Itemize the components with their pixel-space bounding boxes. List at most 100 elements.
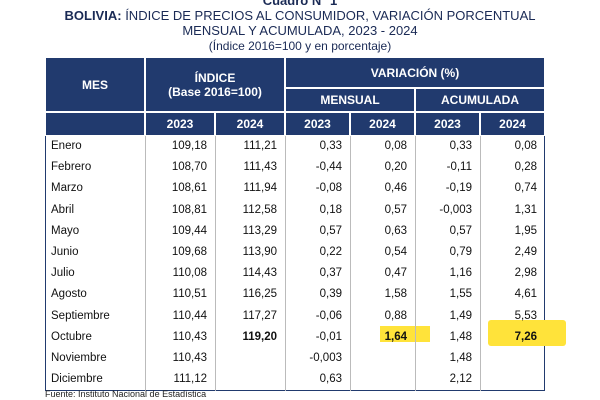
cell-value: 1,49 xyxy=(449,309,472,322)
cell-value: 119,20 xyxy=(242,330,277,343)
cell-month: Octubre xyxy=(51,330,92,343)
cell-value: 4,61 xyxy=(514,288,537,301)
header-indice: ÍNDICE (Base 2016=100) xyxy=(145,57,285,112)
cell-value: 0,28 xyxy=(514,161,537,174)
title: Cuadro N° 1 xyxy=(262,0,338,8)
cell-value: 2,98 xyxy=(514,267,537,280)
cell-value: -0,003 xyxy=(439,203,472,216)
header-year: 2023 xyxy=(145,112,215,136)
cell-value: 0,20 xyxy=(384,161,407,174)
cell-value: 0,39 xyxy=(319,288,342,301)
cell-value: 2,12 xyxy=(449,373,472,386)
cell-month: Septiembre xyxy=(51,309,110,322)
cell-value: 108,61 xyxy=(171,182,207,195)
cell-value: 0,18 xyxy=(319,203,342,216)
cell-value: 0,57 xyxy=(449,224,472,237)
cell-value: 0,74 xyxy=(514,182,537,195)
subtitle-3: (Índice 2016=100 y en porcentaje) xyxy=(208,39,392,53)
header-year: 2024 xyxy=(480,112,545,136)
cell-value: 113,90 xyxy=(242,246,277,258)
cell-value: 110,43 xyxy=(172,352,207,364)
footer: Fuente: Instituto Nacional de Estadístic… xyxy=(45,389,207,399)
cell-value: 110,43 xyxy=(172,330,207,343)
header-year: 2024 xyxy=(215,112,285,136)
highlight xyxy=(380,326,430,342)
cell-value: -0,06 xyxy=(315,309,342,322)
cell-value: -0,003 xyxy=(309,352,342,364)
cell-value: 108,81 xyxy=(171,203,207,216)
cell-month: Mayo xyxy=(51,224,80,237)
column-divider xyxy=(215,136,216,391)
cell-value: 110,51 xyxy=(172,288,207,301)
cell-value: 0,33 xyxy=(449,140,472,152)
highlight xyxy=(488,320,566,346)
cell-value: 1,31 xyxy=(514,203,537,216)
cell-value: 114,43 xyxy=(242,267,277,280)
cell-month: Febrero xyxy=(51,161,92,174)
header-year: 2023 xyxy=(285,112,350,136)
cell-value: 111,21 xyxy=(243,140,277,152)
column-divider xyxy=(480,136,481,391)
indice-base: (Base 2016=100) xyxy=(168,84,262,99)
cell-value: 1,55 xyxy=(449,288,472,301)
cell-month: Agosto xyxy=(51,288,87,301)
cell-value: 0,08 xyxy=(384,140,407,152)
cell-value: 1,95 xyxy=(514,224,537,237)
cell-value: 116,25 xyxy=(242,288,277,301)
cell-value: -0,01 xyxy=(315,330,342,343)
subtitle: BOLIVIA: ÍNDICE DE PRECIOS AL CONSUMIDOR… xyxy=(0,9,600,23)
column-divider xyxy=(285,136,286,391)
cell-value: 1,48 xyxy=(449,330,472,343)
cell-value: 7,26 xyxy=(514,330,537,343)
cell-value: 109,44 xyxy=(171,224,207,237)
cell-value: 1,16 xyxy=(449,267,472,280)
cell-value: 0,08 xyxy=(514,140,537,152)
cell-value: 111,94 xyxy=(243,182,277,195)
cell-value: 111,43 xyxy=(243,161,277,174)
cell-value: -0,11 xyxy=(446,161,472,174)
cell-value: 110,08 xyxy=(172,267,207,280)
cell-value: -0,44 xyxy=(315,161,342,174)
subtitle-bold: BOLIVIA: xyxy=(64,8,122,23)
header-variacion: VARIACIÓN (%) xyxy=(285,57,545,88)
cell-value: 0,46 xyxy=(384,182,407,195)
column-divider xyxy=(145,136,146,391)
cell-month: Junio xyxy=(51,246,79,258)
column-divider xyxy=(350,136,351,391)
cell-value: 108,70 xyxy=(171,161,207,174)
cell-value: 0,88 xyxy=(384,309,407,322)
cell-value: 0,47 xyxy=(384,267,407,280)
cell-value: 5,53 xyxy=(514,309,537,322)
header-mes: MES xyxy=(45,57,145,112)
subtitle-text: ÍNDICE DE PRECIOS AL CONSUMIDOR, VARIACI… xyxy=(125,8,536,23)
cell-value: 0,63 xyxy=(319,373,342,386)
header-year: 2023 xyxy=(415,112,480,136)
cell-value: 111,12 xyxy=(173,373,207,386)
header-mensual: MENSUAL xyxy=(285,88,415,112)
cell-month: Enero xyxy=(51,140,82,152)
cell-value: 0,57 xyxy=(384,203,407,216)
cell-value: 112,58 xyxy=(242,203,277,216)
cell-value: 1,58 xyxy=(384,288,407,301)
cell-value: 0,54 xyxy=(384,246,407,258)
indice: ÍNDICE xyxy=(194,70,236,85)
cell-month: Abril xyxy=(51,203,75,216)
cell-value: 1,64 xyxy=(384,330,407,343)
cell-month: Diciembre xyxy=(51,373,103,386)
cell-value: -0,19 xyxy=(445,182,472,195)
cell-value: 1,48 xyxy=(449,352,472,364)
header-blank xyxy=(45,112,145,136)
header-acumulada: ACUMULADA xyxy=(415,88,545,112)
cell-value: 0,33 xyxy=(319,140,342,152)
cell-value: 0,63 xyxy=(384,224,407,237)
cell-month: Marzo xyxy=(51,182,83,195)
cell-value: -0,08 xyxy=(315,182,342,195)
cell-value: 113,29 xyxy=(242,224,277,237)
cell-value: 0,37 xyxy=(319,267,342,280)
cell-value: 117,27 xyxy=(242,309,277,322)
cell-month: Julio xyxy=(51,267,75,280)
cell-value: 2,49 xyxy=(514,246,537,258)
cell-value: 110,44 xyxy=(172,309,207,322)
subtitle-2: MENSUAL Y ACUMULADA, 2023 - 2024 xyxy=(182,23,418,38)
